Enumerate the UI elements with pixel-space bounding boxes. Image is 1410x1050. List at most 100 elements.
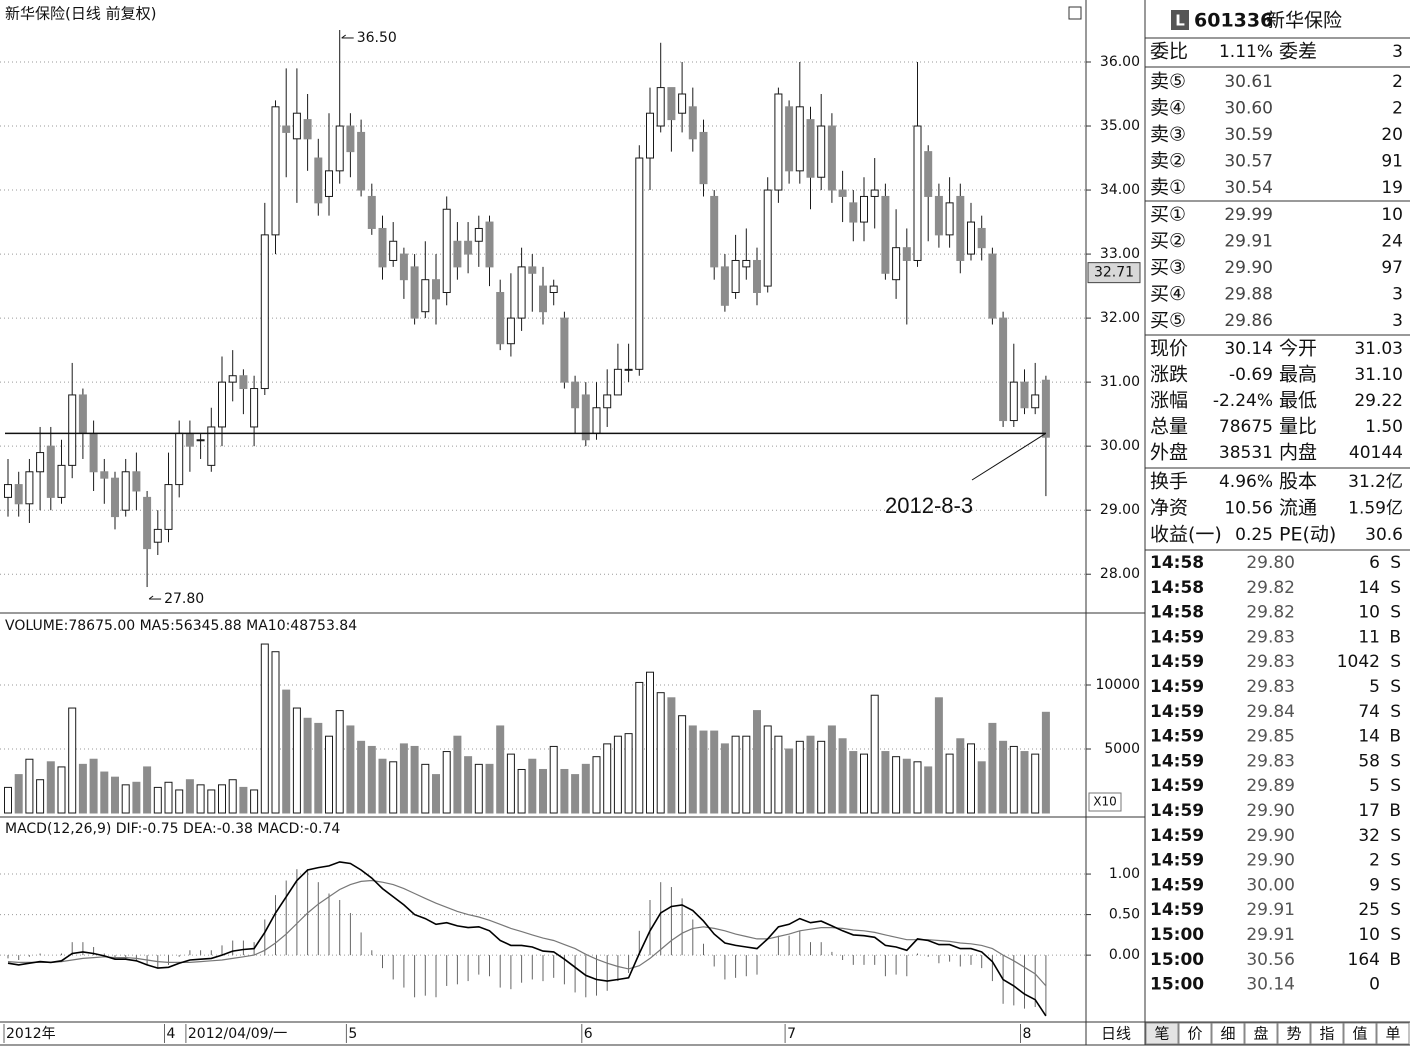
candle-body [528, 266, 537, 274]
candle-body [720, 266, 729, 306]
trade-time: 14:59 [1150, 900, 1204, 920]
tab-box[interactable] [1178, 1022, 1212, 1045]
candle-body [367, 195, 376, 229]
y-tick-label: 10000 [1095, 677, 1140, 693]
quote-value: 31.03 [1354, 339, 1403, 359]
candle-body [164, 484, 173, 530]
order-level: 卖③ [1150, 124, 1186, 146]
annotation-label: 27.80 [164, 591, 204, 607]
volume-bar [164, 781, 173, 814]
trade-side: S [1390, 702, 1401, 722]
order-price: 30.60 [1224, 99, 1273, 119]
trade-volume: 14 [1358, 727, 1380, 747]
trade-time: 15:00 [1150, 950, 1204, 970]
trade-side: S [1390, 677, 1401, 697]
volume-bar [378, 758, 387, 814]
tab-box[interactable] [1277, 1022, 1311, 1045]
candle-body [731, 259, 740, 293]
volume-bar [314, 722, 323, 814]
candle-body [89, 432, 98, 473]
trade-volume: 9 [1369, 875, 1380, 895]
quote-label: 涨跌 [1150, 364, 1188, 386]
trade-volume: 11 [1358, 627, 1380, 647]
dif-line [7, 861, 1047, 1017]
volume-bar [121, 784, 130, 814]
quote-value: 31.2亿 [1348, 472, 1403, 492]
volume-bar [571, 774, 580, 814]
tab-box[interactable] [1376, 1022, 1410, 1045]
tab[interactable]: 细 [1220, 1025, 1235, 1043]
trade-side: S [1390, 826, 1401, 846]
cursor-price: 32.71 [1094, 265, 1134, 281]
y-tick-label: 0.50 [1109, 907, 1140, 923]
volume-bar [817, 740, 826, 814]
candle-body [635, 157, 644, 370]
tab[interactable]: 笔 [1154, 1025, 1169, 1043]
candle-body [218, 381, 226, 428]
candle-body [817, 125, 826, 178]
volume-bar [239, 786, 248, 814]
trade-side: S [1390, 925, 1401, 945]
tab[interactable]: 价 [1187, 1025, 1202, 1043]
y-tick-label: 0.00 [1109, 947, 1140, 963]
volume-bar [924, 766, 933, 814]
trade-volume: 10 [1358, 925, 1380, 945]
candle-body [292, 112, 301, 140]
candle-body [357, 131, 366, 191]
quote-label: 流通 [1279, 497, 1317, 519]
period-tab[interactable]: 日线 [1101, 1025, 1131, 1043]
tab[interactable]: 势 [1286, 1025, 1301, 1043]
stock-code: 601336 [1194, 10, 1273, 32]
volume-bar [999, 740, 1008, 814]
volume-bar [753, 710, 761, 814]
tab[interactable]: 单 [1385, 1025, 1400, 1043]
trade-price: 29.90 [1246, 851, 1295, 871]
volume-bar [78, 763, 87, 814]
volume-bar [228, 779, 237, 814]
y-tick-label: 35.00 [1100, 118, 1140, 134]
window-button[interactable] [1068, 6, 1082, 20]
volume-bar [1041, 711, 1050, 814]
tab-box[interactable] [1244, 1022, 1278, 1045]
volume-bar [271, 651, 280, 814]
stock-name: 新华保险 [1266, 10, 1342, 32]
x-tick-label: 2012/04/09/一 [188, 1026, 287, 1042]
candle-body [175, 432, 184, 486]
badge: L [1175, 12, 1185, 30]
y-tick-label: 5000 [1104, 741, 1140, 757]
tab-box[interactable] [1310, 1022, 1344, 1045]
volume-bar [539, 768, 547, 814]
volume-bar [977, 761, 986, 814]
tab[interactable]: 指 [1319, 1025, 1334, 1043]
volume-bar [250, 789, 259, 814]
candle-body [303, 119, 312, 140]
candle-body [667, 87, 676, 121]
x-tick-label: 6 [584, 1026, 593, 1042]
volume-bar [656, 692, 665, 814]
tab[interactable]: 盘 [1253, 1025, 1268, 1043]
volume-bar [36, 779, 45, 814]
order-price: 29.99 [1224, 205, 1273, 225]
candle-body [977, 227, 986, 249]
tab[interactable]: 值 [1352, 1025, 1367, 1043]
volume-bar [496, 725, 505, 814]
tab-box[interactable] [1343, 1022, 1377, 1045]
candle-body [560, 317, 569, 383]
order-volume: 10 [1381, 205, 1403, 225]
callout-pointer [971, 432, 1047, 481]
candle-body [827, 125, 836, 191]
quote-value: 1.59亿 [1348, 499, 1403, 519]
volume-bar [806, 735, 815, 814]
candle-body [688, 106, 697, 140]
volume-bar [678, 715, 687, 814]
tab-box[interactable] [1145, 1022, 1179, 1045]
y-tick-label: 1.00 [1109, 866, 1140, 882]
candle-body [902, 247, 911, 261]
x-tick-label: 8 [1023, 1026, 1032, 1042]
candle-body [143, 496, 152, 550]
volume-bar [742, 735, 751, 814]
volume-bar [967, 743, 975, 814]
tab-box[interactable] [1211, 1022, 1245, 1045]
candle-body [46, 445, 55, 498]
quote-value: 0.25 [1235, 525, 1273, 545]
